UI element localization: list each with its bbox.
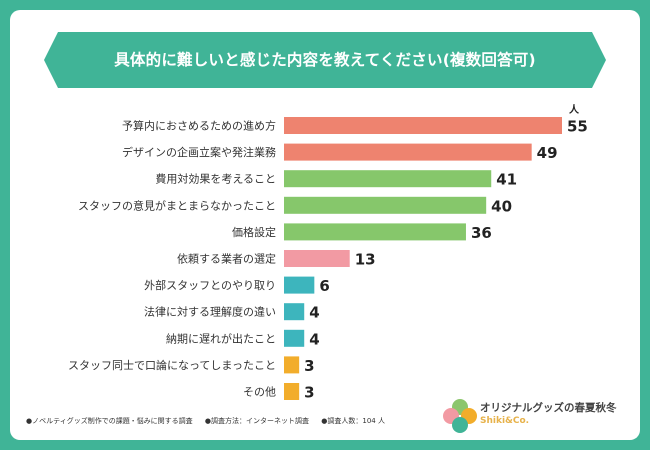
chart-title: 具体的に難しいと感じた内容を教えてください(複数回答可) xyxy=(114,51,536,69)
brand-flower-icon xyxy=(443,399,477,433)
value-label: 3 xyxy=(304,357,314,375)
category-label: 納期に遅れが出たこと xyxy=(166,331,276,345)
value-label: 4 xyxy=(309,330,319,348)
bar xyxy=(284,276,315,294)
title-banner: 具体的に難しいと感じた内容を教えてください(複数回答可) xyxy=(44,32,606,88)
banner-shape xyxy=(44,32,606,88)
bar xyxy=(284,383,300,400)
category-label: スタッフ同士で口論になってしまったこと xyxy=(68,358,276,372)
brand-name: オリジナルグッズの春夏秋冬 xyxy=(480,402,617,414)
bar xyxy=(284,117,562,134)
brand-logo: オリジナルグッズの春夏秋冬 Shiki&Co. xyxy=(440,396,630,436)
bar xyxy=(284,250,350,267)
value-label: 49 xyxy=(537,144,558,162)
category-label: デザインの企画立案や発注業務 xyxy=(122,145,276,159)
value-label: 41 xyxy=(496,171,517,189)
bar xyxy=(284,223,466,241)
category-label: 依頼する業者の選定 xyxy=(177,252,276,266)
category-label: 費用対効果を考えること xyxy=(155,172,276,186)
bar xyxy=(284,196,487,214)
category-label: 予算内におさめるための進め方 xyxy=(122,119,276,133)
value-label: 55 xyxy=(567,118,588,136)
category-label: 価格設定 xyxy=(232,225,276,239)
category-label: その他 xyxy=(243,386,276,399)
value-label: 40 xyxy=(491,197,512,215)
category-label: スタッフの意見がまとまらなかったこと xyxy=(78,198,276,212)
unit-label: 人 xyxy=(569,103,580,116)
value-label: 3 xyxy=(304,384,314,402)
category-label: 外部スタッフとのやり取り xyxy=(144,278,276,292)
bar xyxy=(284,170,492,188)
value-label: 13 xyxy=(355,251,376,269)
value-label: 6 xyxy=(319,277,329,295)
value-label: 36 xyxy=(471,224,492,242)
footer-note-method: ●調査方法：インターネット調査 xyxy=(204,417,310,425)
footer-note-topic: ●ノベルティグッズ制作での課題・悩みに関する調査 xyxy=(26,417,193,425)
footer-note-count: ●調査人数：104 人 xyxy=(321,417,385,425)
bar xyxy=(284,303,305,321)
category-label: 法律に対する理解度の違い xyxy=(144,305,276,319)
survey-footer: ●ノベルティグッズ制作での課題・悩みに関する調査 ●調査方法：インターネット調査… xyxy=(26,416,395,426)
bar xyxy=(284,356,300,374)
brand-sub: Shiki&Co. xyxy=(480,416,530,426)
value-label: 4 xyxy=(309,304,319,322)
bar xyxy=(284,143,532,161)
bar xyxy=(284,329,305,347)
